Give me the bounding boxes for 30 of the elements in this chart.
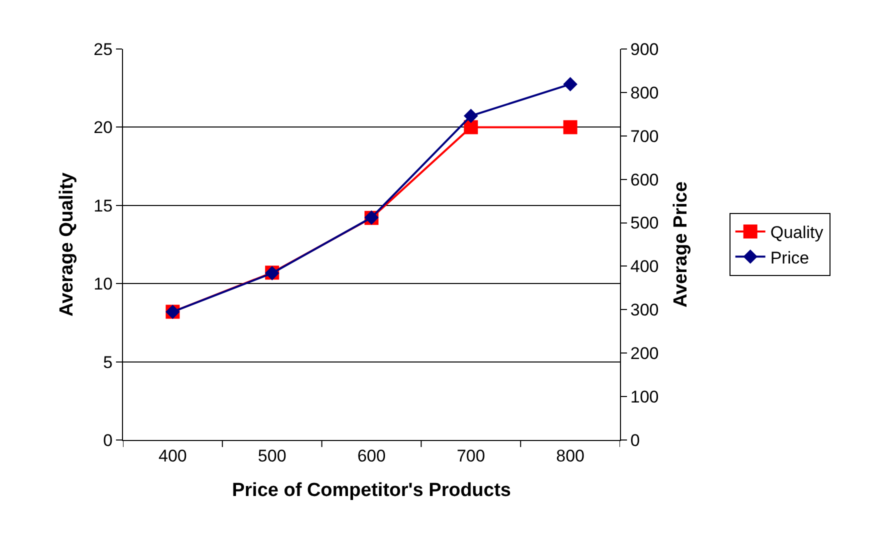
y-axis-title: Average Quality: [56, 172, 78, 316]
y2-tick-label: 200: [630, 344, 659, 364]
y2-tick-label: 100: [630, 388, 659, 407]
x-axis-title: Price of Competitor's Products: [232, 480, 512, 502]
y2-tick-label: 400: [630, 257, 659, 276]
y-tick-label: 20: [94, 118, 113, 138]
x-tick-label: 800: [556, 446, 584, 466]
y-tick-label: 15: [94, 196, 113, 216]
legend-label: Price: [770, 248, 810, 268]
y2-tick-label: 600: [630, 170, 659, 190]
x-tick-label: 400: [158, 446, 187, 466]
y2-tick-label: 500: [630, 214, 659, 233]
y-tick-label: 10: [94, 274, 113, 294]
y2-axis-title: Average Price: [670, 181, 692, 308]
y-tick-label: 0: [103, 430, 113, 450]
legend-label: Quality: [770, 223, 824, 242]
y2-tick-label: 0: [630, 430, 640, 450]
point: [563, 120, 578, 134]
point: [464, 120, 478, 134]
y2-tick-label: 800: [630, 83, 659, 102]
y-tick-label: 5: [103, 352, 113, 372]
y2-tick-label: 700: [630, 126, 659, 146]
x-tick-label: 500: [258, 446, 286, 466]
y2-tick-label: 900: [630, 40, 659, 59]
x-tick-label: 700: [456, 446, 486, 466]
point: [563, 77, 578, 92]
y2-tick-label: 300: [630, 300, 659, 320]
x-tick-label: 600: [357, 446, 386, 466]
y-tick-label: 25: [94, 40, 113, 59]
point: [464, 108, 478, 124]
